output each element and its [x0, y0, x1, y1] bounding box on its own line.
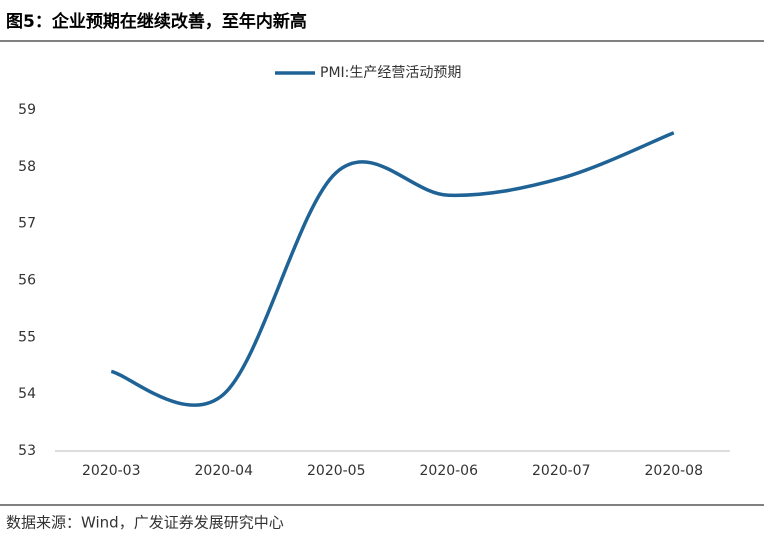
y-tick-label: 54 [18, 386, 36, 402]
line-series [110, 131, 675, 407]
x-tick-label: 2020-04 [195, 463, 254, 479]
y-tick-label: 59 [18, 102, 36, 118]
y-tick-label: 57 [18, 216, 36, 232]
y-tick-label: 53 [18, 443, 36, 459]
x-tick-label: 2020-08 [645, 463, 704, 479]
chart-title: 图5：企业预期在继续改善，至年内新高 [6, 11, 307, 32]
y-tick-label: 58 [18, 159, 36, 175]
x-tick-label: 2020-05 [307, 463, 366, 479]
x-tick-label: 2020-07 [532, 463, 591, 479]
y-tick-label: 55 [18, 329, 36, 345]
x-tick-label: 2020-06 [420, 463, 479, 479]
x-tick-label: 2020-03 [82, 463, 141, 479]
source-note: 数据来源：Wind，广发证券发展研究中心 [6, 514, 284, 532]
legend-label: PMI:生产经营活动预期 [320, 65, 461, 81]
y-tick-label: 56 [18, 273, 36, 289]
